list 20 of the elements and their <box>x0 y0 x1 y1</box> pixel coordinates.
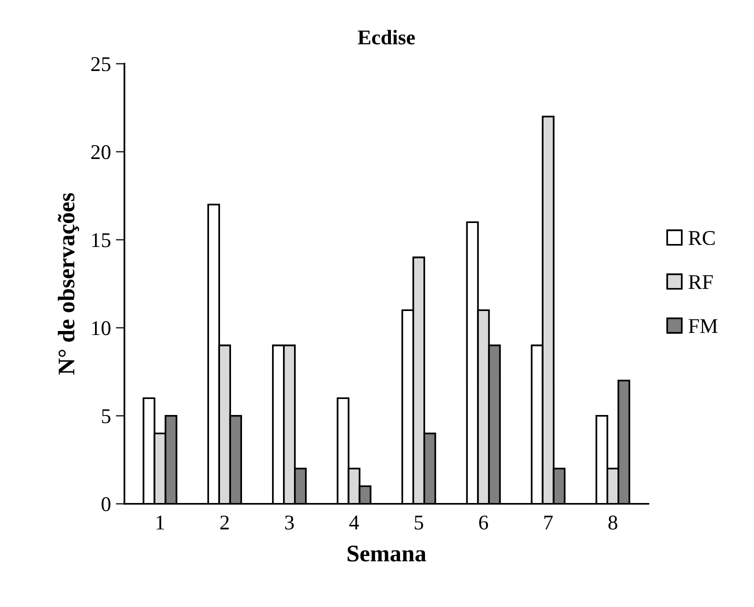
y-tick-label: 5 <box>102 409 110 424</box>
x-tick-label: 4 <box>349 516 359 530</box>
x-tick-label: 7 <box>544 516 553 530</box>
x-tick-label: 8 <box>608 516 618 530</box>
x-tick-label: 6 <box>479 516 488 530</box>
x-tick-label: 3 <box>285 516 294 530</box>
y-tick-label: 25 <box>91 57 110 72</box>
x-tick-label: 5 <box>414 516 424 530</box>
legend-label: RF <box>688 275 713 289</box>
chart-title: Ecdise <box>358 30 415 44</box>
y-axis-title: N° de observações <box>58 193 80 375</box>
y-tick-label: 0 <box>102 497 110 512</box>
legend-label: FM <box>688 319 718 333</box>
y-tick-label: 20 <box>91 145 110 160</box>
x-tick-label: 2 <box>220 516 229 530</box>
y-tick-label: 15 <box>92 233 110 248</box>
x-axis-title: Semana <box>348 546 426 562</box>
x-tick-label: 1 <box>156 516 164 530</box>
legend-label: RC <box>688 231 715 246</box>
y-tick-label: 10 <box>92 321 110 336</box>
